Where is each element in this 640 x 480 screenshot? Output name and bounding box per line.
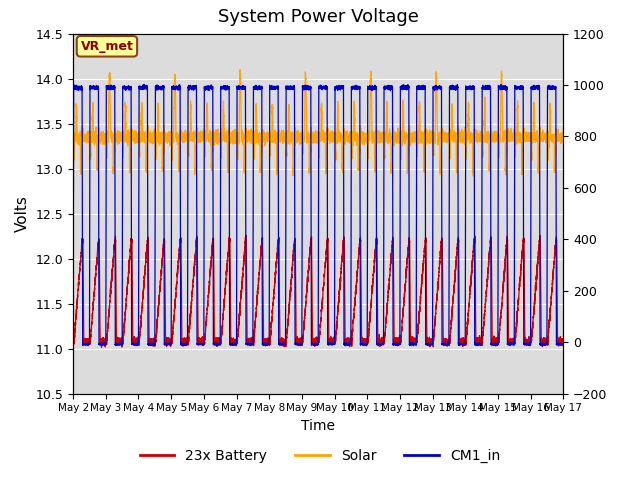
Legend: 23x Battery, Solar, CM1_in: 23x Battery, Solar, CM1_in (134, 443, 506, 468)
Y-axis label: Volts: Volts (15, 195, 30, 232)
X-axis label: Time: Time (301, 419, 335, 433)
Text: VR_met: VR_met (81, 40, 133, 53)
Title: System Power Voltage: System Power Voltage (218, 9, 419, 26)
